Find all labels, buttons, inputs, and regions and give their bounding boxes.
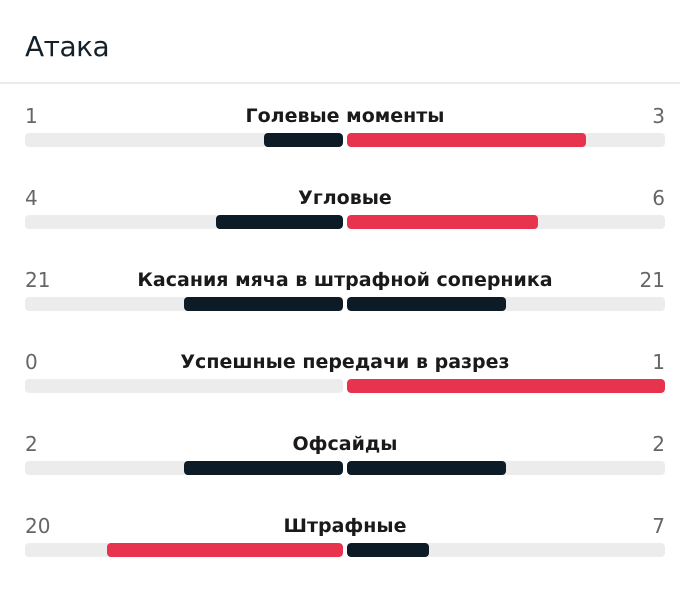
home-bar-track [25, 215, 343, 229]
away-bar-fill [347, 379, 665, 393]
away-bar-track [347, 215, 665, 229]
stat-label: Штрафные [283, 515, 407, 537]
home-bar-fill [215, 215, 343, 229]
home-bar-fill [263, 133, 343, 147]
stat-row: 2 Офсайды 2 [25, 432, 665, 492]
stat-row: 20 Штрафные 7 [25, 514, 665, 574]
home-value: 2 [25, 432, 38, 456]
away-value: 2 [652, 432, 665, 456]
stat-label: Касания мяча в штрафной соперника [137, 269, 553, 291]
home-value: 0 [25, 350, 38, 374]
stat-row: 1 Голевые моменты 3 [25, 104, 665, 164]
divider [0, 82, 680, 84]
away-value: 1 [652, 350, 665, 374]
home-bar-track [25, 461, 343, 475]
away-value: 21 [639, 268, 665, 292]
stat-row: 4 Угловые 6 [25, 186, 665, 246]
away-bar-track [347, 379, 665, 393]
stat-label: Голевые моменты [245, 105, 445, 127]
home-bar-fill [184, 461, 343, 475]
away-bar-fill [347, 297, 506, 311]
home-bar-track [25, 379, 343, 393]
away-bar-track [347, 461, 665, 475]
away-bar-fill [347, 461, 506, 475]
home-bar-track [25, 133, 343, 147]
away-bar-track [347, 297, 665, 311]
stat-row: 0 Успешные передачи в разрез 1 [25, 350, 665, 410]
stat-label: Офсайды [292, 433, 398, 455]
home-bar-track [25, 543, 343, 557]
away-value: 3 [652, 104, 665, 128]
home-bar-fill [107, 543, 343, 557]
home-value: 4 [25, 186, 38, 210]
home-bar-fill [184, 297, 343, 311]
away-bar-fill [347, 543, 430, 557]
away-bar-fill [347, 133, 586, 147]
away-value: 6 [652, 186, 665, 210]
home-value: 1 [25, 104, 38, 128]
away-bar-track [347, 133, 665, 147]
section-title: Атака [25, 30, 110, 63]
home-value: 20 [25, 514, 51, 538]
stat-row: 21 Касания мяча в штрафной соперника 21 [25, 268, 665, 328]
away-bar-track [347, 543, 665, 557]
stat-label: Угловые [298, 187, 392, 209]
away-value: 7 [652, 514, 665, 538]
home-bar-track [25, 297, 343, 311]
away-bar-fill [347, 215, 538, 229]
stat-label: Успешные передачи в разрез [180, 351, 510, 373]
home-value: 21 [25, 268, 51, 292]
